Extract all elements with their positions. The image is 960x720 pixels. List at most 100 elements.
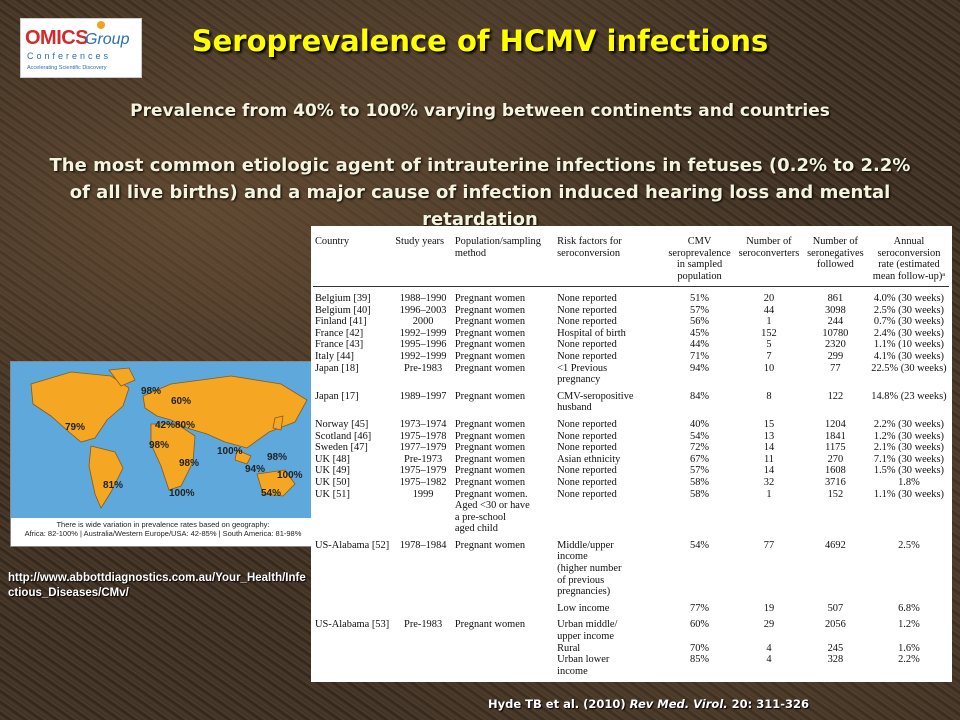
table-row: Rural 70% 4 245 1.6%: [313, 643, 949, 655]
column-header: CMV seroprevalence in sampled population: [663, 226, 737, 287]
table-cell: 1.2%: [898, 619, 920, 631]
table-row: UK [49] 1975–1979 Pregnant women None repor…: [313, 465, 949, 477]
table-cell: 77: [830, 362, 841, 374]
table-cell: 8: [766, 390, 772, 402]
table-cell: 1996–2003: [399, 304, 447, 316]
prevalence-statement: Prevalence from 40% to 100% varying betw…: [130, 101, 830, 121]
table-cell: 1975–1982: [399, 476, 447, 488]
map-label: 80%: [175, 420, 196, 431]
map-label: 81%: [103, 480, 124, 491]
table-cell: 1: [766, 488, 772, 500]
column-header: Study years: [393, 226, 453, 287]
omics-group-logo: OMICS Group Conferences Accelerating Sci…: [20, 18, 142, 78]
table-cell: 2.1% (30 weeks): [873, 442, 944, 454]
table-cell: 7.1% (30 weeks): [873, 453, 944, 465]
table-cell: Pregnant women: [454, 476, 526, 488]
map-label: 98%: [179, 458, 200, 469]
table-cell: CMV-seropositive husband: [557, 390, 634, 414]
table-cell: 122: [827, 390, 844, 402]
table-cell: 14: [763, 465, 775, 477]
map-label: 54%: [261, 488, 282, 499]
table-cell: 1975–1979: [399, 465, 447, 477]
table-cell: 15: [763, 418, 775, 430]
table-row: Urban lower income 85% 4 328 2.2%: [313, 654, 949, 677]
map-caption-line: There is wide variation in prevalence ra…: [56, 520, 270, 529]
table-cell: Norway [45]: [315, 418, 369, 430]
map-caption-line: Africa: 82-100% | Australia/Western Euro…: [24, 529, 302, 538]
source-link[interactable]: http://www.abbottdiagnostics.com.au/Your…: [8, 572, 306, 599]
table-cell: 7: [766, 350, 772, 362]
table-cell: [313, 654, 393, 677]
seroprevalence-table: Country Study years Population/sampling …: [311, 226, 952, 682]
table-cell: France [42]: [315, 327, 364, 339]
column-header: Number of seronegatives followed: [801, 226, 869, 287]
map-label: 94%: [245, 464, 266, 475]
table-cell: 77: [763, 539, 775, 551]
table-cell: 29: [763, 619, 775, 631]
table-cell: 1989–1997: [399, 390, 447, 402]
table-cell: None reported: [557, 488, 617, 500]
table-cell: 2.5% (30 weeks): [873, 304, 944, 316]
map-label: 98%: [267, 452, 288, 463]
world-map-icon: [11, 362, 315, 518]
table-cell: Pregnant women: [454, 619, 526, 631]
table-cell: 4.0% (30 weeks): [873, 293, 944, 304]
table-cell: [393, 598, 453, 615]
table-cell: 861: [827, 293, 844, 304]
table-cell: 44: [763, 304, 775, 316]
table-row: Belgium [40] 1996–2003 Pregnant women None …: [313, 305, 949, 317]
table-cell: 10: [763, 362, 775, 374]
table-cell: 2.2% (30 weeks): [873, 418, 944, 430]
table-cell: 2056: [824, 619, 846, 631]
table-cell: 45%: [690, 327, 710, 339]
table-cell: None reported: [557, 293, 617, 304]
table-row: US-Alabama [53] Pre-1983 Pregnant women Urb…: [313, 614, 949, 642]
logo-brand-group: Group: [85, 31, 130, 48]
table-cell: Urban middle/ upper income: [557, 619, 618, 643]
table-cell: Scotland [46]: [315, 430, 372, 442]
table-cell: 13: [763, 430, 775, 442]
table-row: Scotland [46] 1975–1978 Pregnant women None…: [313, 431, 949, 443]
table-cell: 4: [766, 654, 772, 666]
table-cell: 1.8%: [898, 476, 920, 488]
table-cell: Finland [41]: [315, 316, 367, 328]
logo-conferences: Conferences: [27, 51, 112, 61]
table-cell: UK [50]: [315, 476, 350, 488]
table-row: France [43] 1995–1996 Pregnant women None r…: [313, 339, 949, 351]
table-cell: Pre-1973: [404, 453, 443, 465]
map-label: 100%: [217, 446, 243, 457]
table-row: UK [50] 1975–1982 Pregnant women None repor…: [313, 477, 949, 489]
table-cell: [393, 654, 453, 677]
column-header: Country: [313, 226, 394, 287]
table-cell: 60%: [690, 619, 710, 631]
table-cell: 10780: [822, 327, 849, 339]
table-cell: Pregnant women: [454, 465, 526, 477]
table-cell: 51%: [690, 293, 710, 304]
table-cell: Pregnant women: [454, 453, 526, 465]
table-cell: 72%: [690, 442, 710, 454]
table-cell: UK [49]: [315, 465, 350, 477]
map-label: 100%: [277, 470, 303, 481]
table-cell: 1.1% (30 weeks): [873, 488, 944, 500]
table-cell: Pregnant women: [454, 316, 526, 328]
table-cell: Pregnant women: [454, 293, 526, 304]
table-cell: 0.7% (30 weeks): [873, 316, 944, 328]
table-cell: 40%: [690, 418, 710, 430]
table-row: Low income 77% 19 507 6.8%: [313, 598, 949, 615]
table-row: Italy [44] 1992–1999 Pregnant women None re…: [313, 351, 949, 363]
table-cell: 1995–1996: [399, 339, 447, 351]
table-cell: Japan [17]: [315, 390, 359, 402]
table-cell: [393, 643, 453, 655]
table-body: Belgium [39] 1988–1990 Pregnant women None …: [313, 287, 949, 678]
table-cell: Low income: [557, 602, 610, 614]
table-cell: 4692: [824, 539, 846, 551]
table-row: Belgium [39] 1988–1990 Pregnant women None …: [313, 287, 949, 305]
table-cell: None reported: [557, 304, 617, 316]
table-cell: Pre-1983: [404, 619, 443, 631]
table-cell: UK [48]: [315, 453, 350, 465]
table-cell: [453, 643, 555, 655]
table-cell: None reported: [557, 339, 617, 351]
logo-tagline: Accelerating Scientific Discovery: [27, 65, 107, 71]
table-row: Sweden [47] 1977–1979 Pregnant women None r…: [313, 442, 949, 454]
table-cell: Pregnant women. Aged <30 or have a pre-s…: [454, 488, 530, 535]
